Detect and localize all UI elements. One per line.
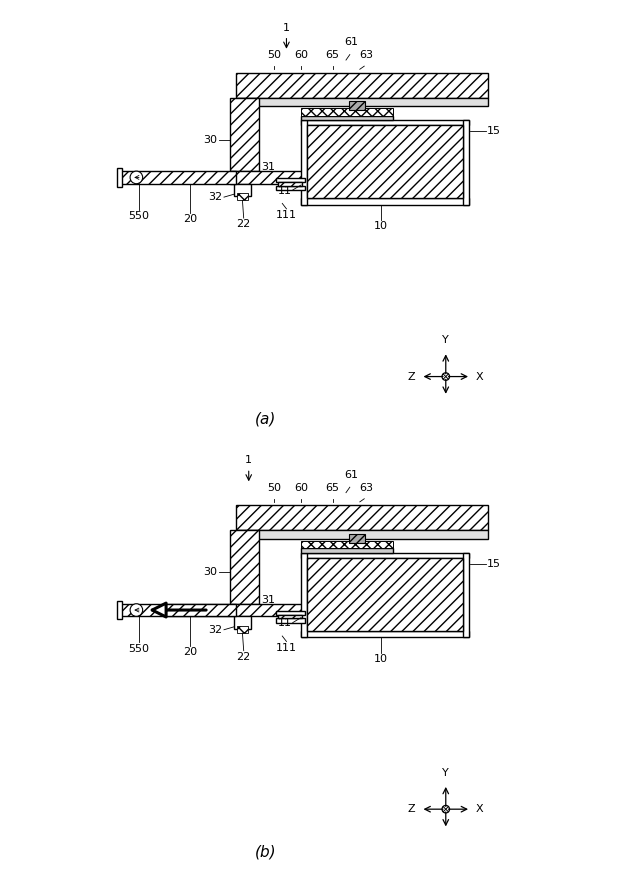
Bar bbox=[237, 625, 248, 633]
Text: 15: 15 bbox=[487, 559, 501, 569]
Text: Y: Y bbox=[442, 768, 449, 778]
Bar bbox=[307, 125, 463, 198]
Bar bbox=[119, 171, 236, 184]
Bar bbox=[276, 178, 305, 183]
Bar bbox=[463, 120, 469, 204]
Text: 65: 65 bbox=[326, 50, 340, 60]
Bar bbox=[236, 72, 488, 98]
Bar bbox=[116, 601, 122, 619]
Bar bbox=[230, 531, 259, 604]
Bar bbox=[230, 98, 259, 171]
Text: 15: 15 bbox=[487, 127, 501, 136]
Bar bbox=[301, 116, 394, 120]
Text: 10: 10 bbox=[374, 221, 388, 231]
Bar bbox=[301, 553, 469, 558]
Bar bbox=[276, 618, 305, 623]
Bar bbox=[276, 611, 305, 615]
Text: 1: 1 bbox=[245, 456, 252, 466]
Bar bbox=[301, 631, 469, 637]
Text: 111: 111 bbox=[276, 643, 297, 653]
Bar bbox=[307, 558, 463, 631]
Text: Z: Z bbox=[408, 805, 415, 814]
Text: 61: 61 bbox=[344, 470, 358, 480]
Text: 30: 30 bbox=[204, 135, 218, 145]
Bar bbox=[116, 169, 122, 186]
Bar bbox=[234, 184, 251, 196]
Bar bbox=[278, 183, 302, 186]
Text: 111: 111 bbox=[276, 211, 297, 220]
Text: 50: 50 bbox=[267, 50, 281, 60]
Text: 20: 20 bbox=[183, 214, 197, 224]
Text: 550: 550 bbox=[129, 211, 149, 221]
Text: 65: 65 bbox=[326, 483, 340, 492]
Bar bbox=[349, 533, 365, 543]
Bar bbox=[234, 616, 251, 629]
Text: 60: 60 bbox=[294, 483, 308, 492]
Bar bbox=[237, 193, 248, 201]
Text: 32: 32 bbox=[209, 192, 223, 202]
Text: 60: 60 bbox=[294, 50, 308, 60]
Bar bbox=[301, 108, 394, 116]
Text: Y: Y bbox=[442, 335, 449, 345]
Bar bbox=[276, 186, 305, 190]
Bar bbox=[236, 505, 488, 531]
Text: (a): (a) bbox=[255, 412, 276, 427]
Bar bbox=[278, 615, 302, 618]
Bar bbox=[301, 541, 394, 549]
Bar bbox=[236, 531, 488, 539]
Text: 31: 31 bbox=[261, 595, 275, 605]
Bar bbox=[349, 101, 365, 111]
Text: 22: 22 bbox=[237, 219, 251, 229]
Text: 10: 10 bbox=[374, 654, 388, 664]
Text: 50: 50 bbox=[267, 483, 281, 492]
Bar bbox=[463, 553, 469, 637]
Text: (b): (b) bbox=[255, 845, 276, 860]
Bar bbox=[230, 171, 310, 184]
Text: 11: 11 bbox=[278, 618, 291, 629]
Text: 11: 11 bbox=[278, 186, 291, 196]
Bar bbox=[301, 120, 307, 204]
Text: 31: 31 bbox=[261, 162, 275, 172]
Text: 20: 20 bbox=[183, 647, 197, 657]
Text: 30: 30 bbox=[204, 567, 218, 577]
Text: 32: 32 bbox=[209, 624, 223, 635]
Circle shape bbox=[130, 604, 143, 616]
Text: 63: 63 bbox=[359, 50, 373, 60]
Text: 550: 550 bbox=[129, 644, 149, 654]
Circle shape bbox=[130, 171, 143, 184]
Bar bbox=[301, 120, 469, 125]
Text: X: X bbox=[476, 372, 484, 382]
Bar bbox=[301, 553, 307, 637]
Text: 61: 61 bbox=[344, 37, 358, 47]
Text: Z: Z bbox=[408, 372, 415, 382]
Text: 22: 22 bbox=[237, 652, 251, 662]
Text: 63: 63 bbox=[359, 483, 373, 492]
Bar bbox=[165, 604, 310, 616]
Bar bbox=[119, 604, 236, 616]
Bar bbox=[301, 198, 469, 204]
Bar bbox=[236, 98, 488, 106]
Bar bbox=[301, 549, 394, 553]
Text: 1: 1 bbox=[283, 23, 290, 33]
Text: X: X bbox=[476, 805, 484, 814]
